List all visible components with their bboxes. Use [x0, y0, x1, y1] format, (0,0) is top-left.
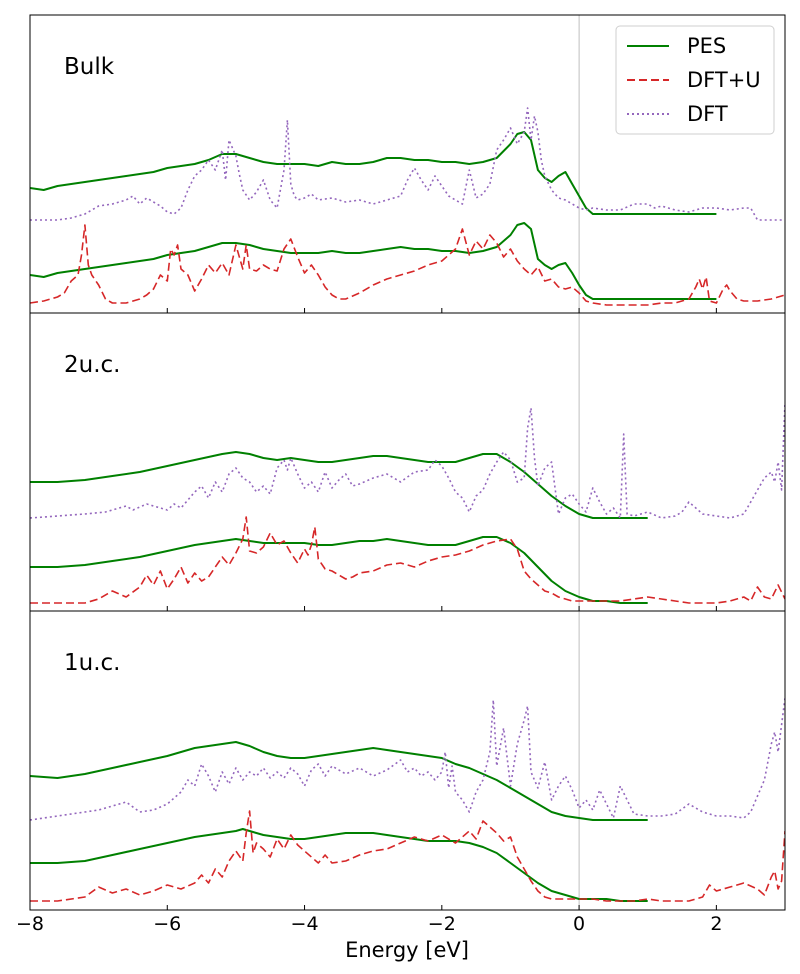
panel-1: Bulk	[29, 14, 786, 314]
x-axis-label: Energy [eV]	[345, 938, 469, 962]
series-group	[30, 107, 785, 306]
panels: Bulk 2u.c. 1u.c.	[29, 14, 786, 911]
legend-label-pes: PES	[687, 34, 726, 58]
panel-3: 1u.c.	[29, 610, 786, 911]
legend-frame	[615, 25, 775, 135]
x-tick-label: −4	[291, 913, 319, 935]
series-dft-u-lower-line	[30, 224, 785, 306]
x-tick-label: −2	[428, 913, 456, 935]
series-pes-lower-line	[30, 828, 648, 902]
x-tick-label: −6	[153, 913, 181, 935]
x-tick-label: −8	[16, 913, 44, 935]
panel-label: 2u.c.	[64, 352, 120, 378]
series-group	[30, 401, 785, 604]
panel-2: 2u.c.	[29, 312, 786, 612]
panel-label: 1u.c.	[64, 650, 120, 676]
series-dft-upper-line	[30, 697, 785, 821]
series-group	[30, 697, 785, 902]
series-pes-upper-line	[30, 741, 648, 821]
x-tick-label: 2	[710, 913, 722, 935]
series-pes-lower-line	[30, 222, 717, 300]
series-dft-u-lower-line	[30, 810, 785, 902]
legend: PES DFT+U DFT	[615, 25, 775, 135]
legend-label-dft: DFT	[687, 102, 728, 126]
series-dft-u-lower-line	[30, 516, 785, 604]
panel-frame	[29, 610, 786, 911]
x-axis: −8 −6 −4 −2 0 2	[16, 913, 722, 935]
legend-label-dft-u: DFT+U	[687, 68, 761, 92]
series-pes-upper-line	[30, 131, 717, 215]
series-pes-upper-line	[30, 451, 648, 519]
panel-frame	[29, 312, 786, 612]
series-dft-upper-line	[30, 107, 785, 221]
x-tick-label: 0	[573, 913, 585, 935]
series-pes-lower-line	[30, 536, 648, 604]
panel-label: Bulk	[64, 54, 115, 80]
